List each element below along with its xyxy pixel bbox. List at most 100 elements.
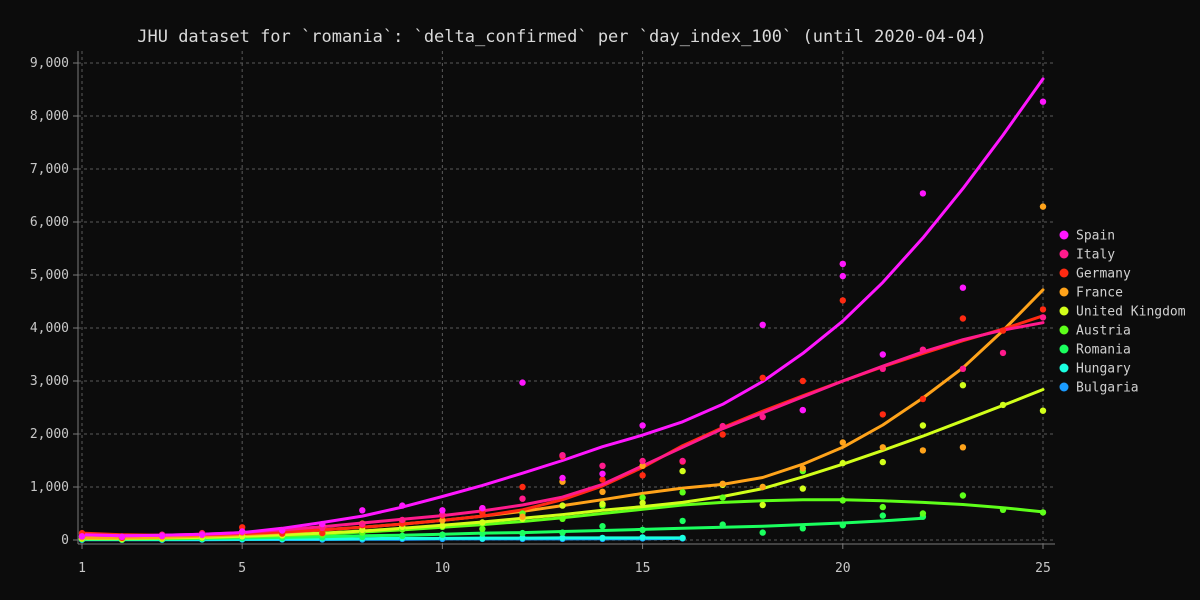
point-united-kingdom: [919, 422, 927, 429]
point-romania: [799, 525, 806, 532]
point-spain: [919, 190, 927, 197]
point-romania: [679, 517, 686, 525]
point-austria: [1039, 509, 1047, 516]
point-spain: [239, 528, 246, 535]
point-spain: [519, 379, 526, 386]
point-austria: [959, 492, 967, 499]
legend-label-france: France: [1076, 286, 1123, 301]
y-tick-label: 6,000: [30, 215, 69, 230]
point-france: [439, 517, 446, 524]
point-italy: [999, 349, 1007, 357]
point-austria: [919, 510, 927, 517]
legend-label-italy: Italy: [1076, 248, 1115, 263]
point-italy: [759, 413, 766, 421]
legend-marker-spain: [1059, 230, 1069, 240]
point-romania: [759, 529, 766, 536]
x-tick-label: 10: [435, 561, 451, 576]
point-romania: [639, 526, 646, 534]
point-italy: [919, 346, 927, 353]
point-germany: [839, 297, 846, 304]
point-romania: [879, 512, 886, 519]
point-germany: [919, 395, 927, 403]
point-france: [639, 462, 646, 469]
legend-marker-bulgaria: [1059, 382, 1069, 392]
point-hungary: [679, 534, 686, 542]
point-spain: [479, 505, 486, 512]
point-spain: [599, 470, 606, 477]
point-germany: [1039, 306, 1047, 313]
point-united-kingdom: [359, 526, 366, 534]
point-germany: [519, 483, 526, 491]
y-tick-label: 2,000: [30, 427, 69, 442]
legend-label-hungary: Hungary: [1076, 362, 1131, 377]
point-romania: [719, 521, 726, 528]
y-tick-label: 9,000: [30, 56, 69, 71]
x-tick-label: 1: [78, 561, 86, 576]
point-austria: [879, 503, 886, 511]
point-united-kingdom: [839, 459, 846, 467]
point-italy: [599, 462, 606, 469]
legend-label-romania: Romania: [1076, 343, 1131, 358]
point-spain: [399, 502, 406, 509]
point-romania: [599, 523, 606, 530]
point-germany: [799, 377, 806, 385]
legend-marker-italy: [1059, 249, 1069, 259]
point-france: [519, 513, 526, 520]
point-united-kingdom: [679, 467, 686, 475]
point-italy: [959, 365, 967, 372]
point-austria: [999, 506, 1007, 513]
point-united-kingdom: [879, 458, 886, 466]
point-italy: [719, 422, 726, 430]
y-tick-label: 1,000: [30, 480, 69, 495]
point-romania: [479, 530, 486, 537]
point-spain: [559, 474, 566, 482]
point-france: [919, 447, 927, 454]
point-spain: [359, 507, 366, 514]
point-spain: [198, 531, 206, 538]
legend-marker-hungary: [1059, 363, 1069, 373]
legend-marker-romania: [1059, 344, 1069, 354]
point-spain: [879, 351, 886, 358]
point-france: [719, 480, 726, 487]
point-italy: [679, 457, 686, 465]
legend-label-bulgaria: Bulgaria: [1076, 381, 1139, 396]
point-spain: [1039, 98, 1047, 105]
point-united-kingdom: [759, 501, 766, 509]
x-tick-label: 25: [1035, 561, 1051, 576]
point-germany: [599, 476, 606, 483]
point-france: [879, 444, 886, 451]
legend: Spain Italy Germany France United Kingdom Aus…: [1059, 229, 1186, 396]
point-hungary: [479, 535, 486, 542]
legend-marker-united-kingdom: [1059, 306, 1069, 316]
point-united-kingdom: [639, 499, 646, 507]
legend-marker-france: [1059, 287, 1069, 297]
point-romania: [399, 532, 406, 539]
point-germany: [639, 472, 646, 479]
point-spain: [439, 507, 446, 514]
trend-line-spain: [80, 77, 1045, 538]
point-united-kingdom: [559, 502, 566, 509]
point-united-kingdom: [599, 500, 606, 508]
x-tick-label: 5: [238, 561, 246, 576]
y-tick-label: 3,000: [30, 374, 69, 389]
point-italy: [639, 457, 646, 465]
point-france: [599, 488, 606, 495]
point-germany: [319, 529, 326, 537]
point-hungary: [639, 534, 646, 541]
point-spain: [839, 272, 846, 280]
y-tick-label: 5,000: [30, 268, 69, 283]
point-united-kingdom: [999, 401, 1007, 409]
point-austria: [679, 489, 686, 496]
point-romania: [839, 522, 846, 529]
point-hungary: [559, 534, 566, 542]
x-tick-label: 20: [835, 561, 851, 576]
point-italy: [519, 495, 526, 502]
point-spain: [78, 533, 86, 540]
point-hungary: [599, 534, 606, 542]
point-spain: [158, 532, 166, 539]
point-spain: [639, 422, 646, 429]
point-italy: [359, 520, 366, 528]
point-spain: [799, 406, 806, 414]
point-germany: [959, 315, 967, 322]
